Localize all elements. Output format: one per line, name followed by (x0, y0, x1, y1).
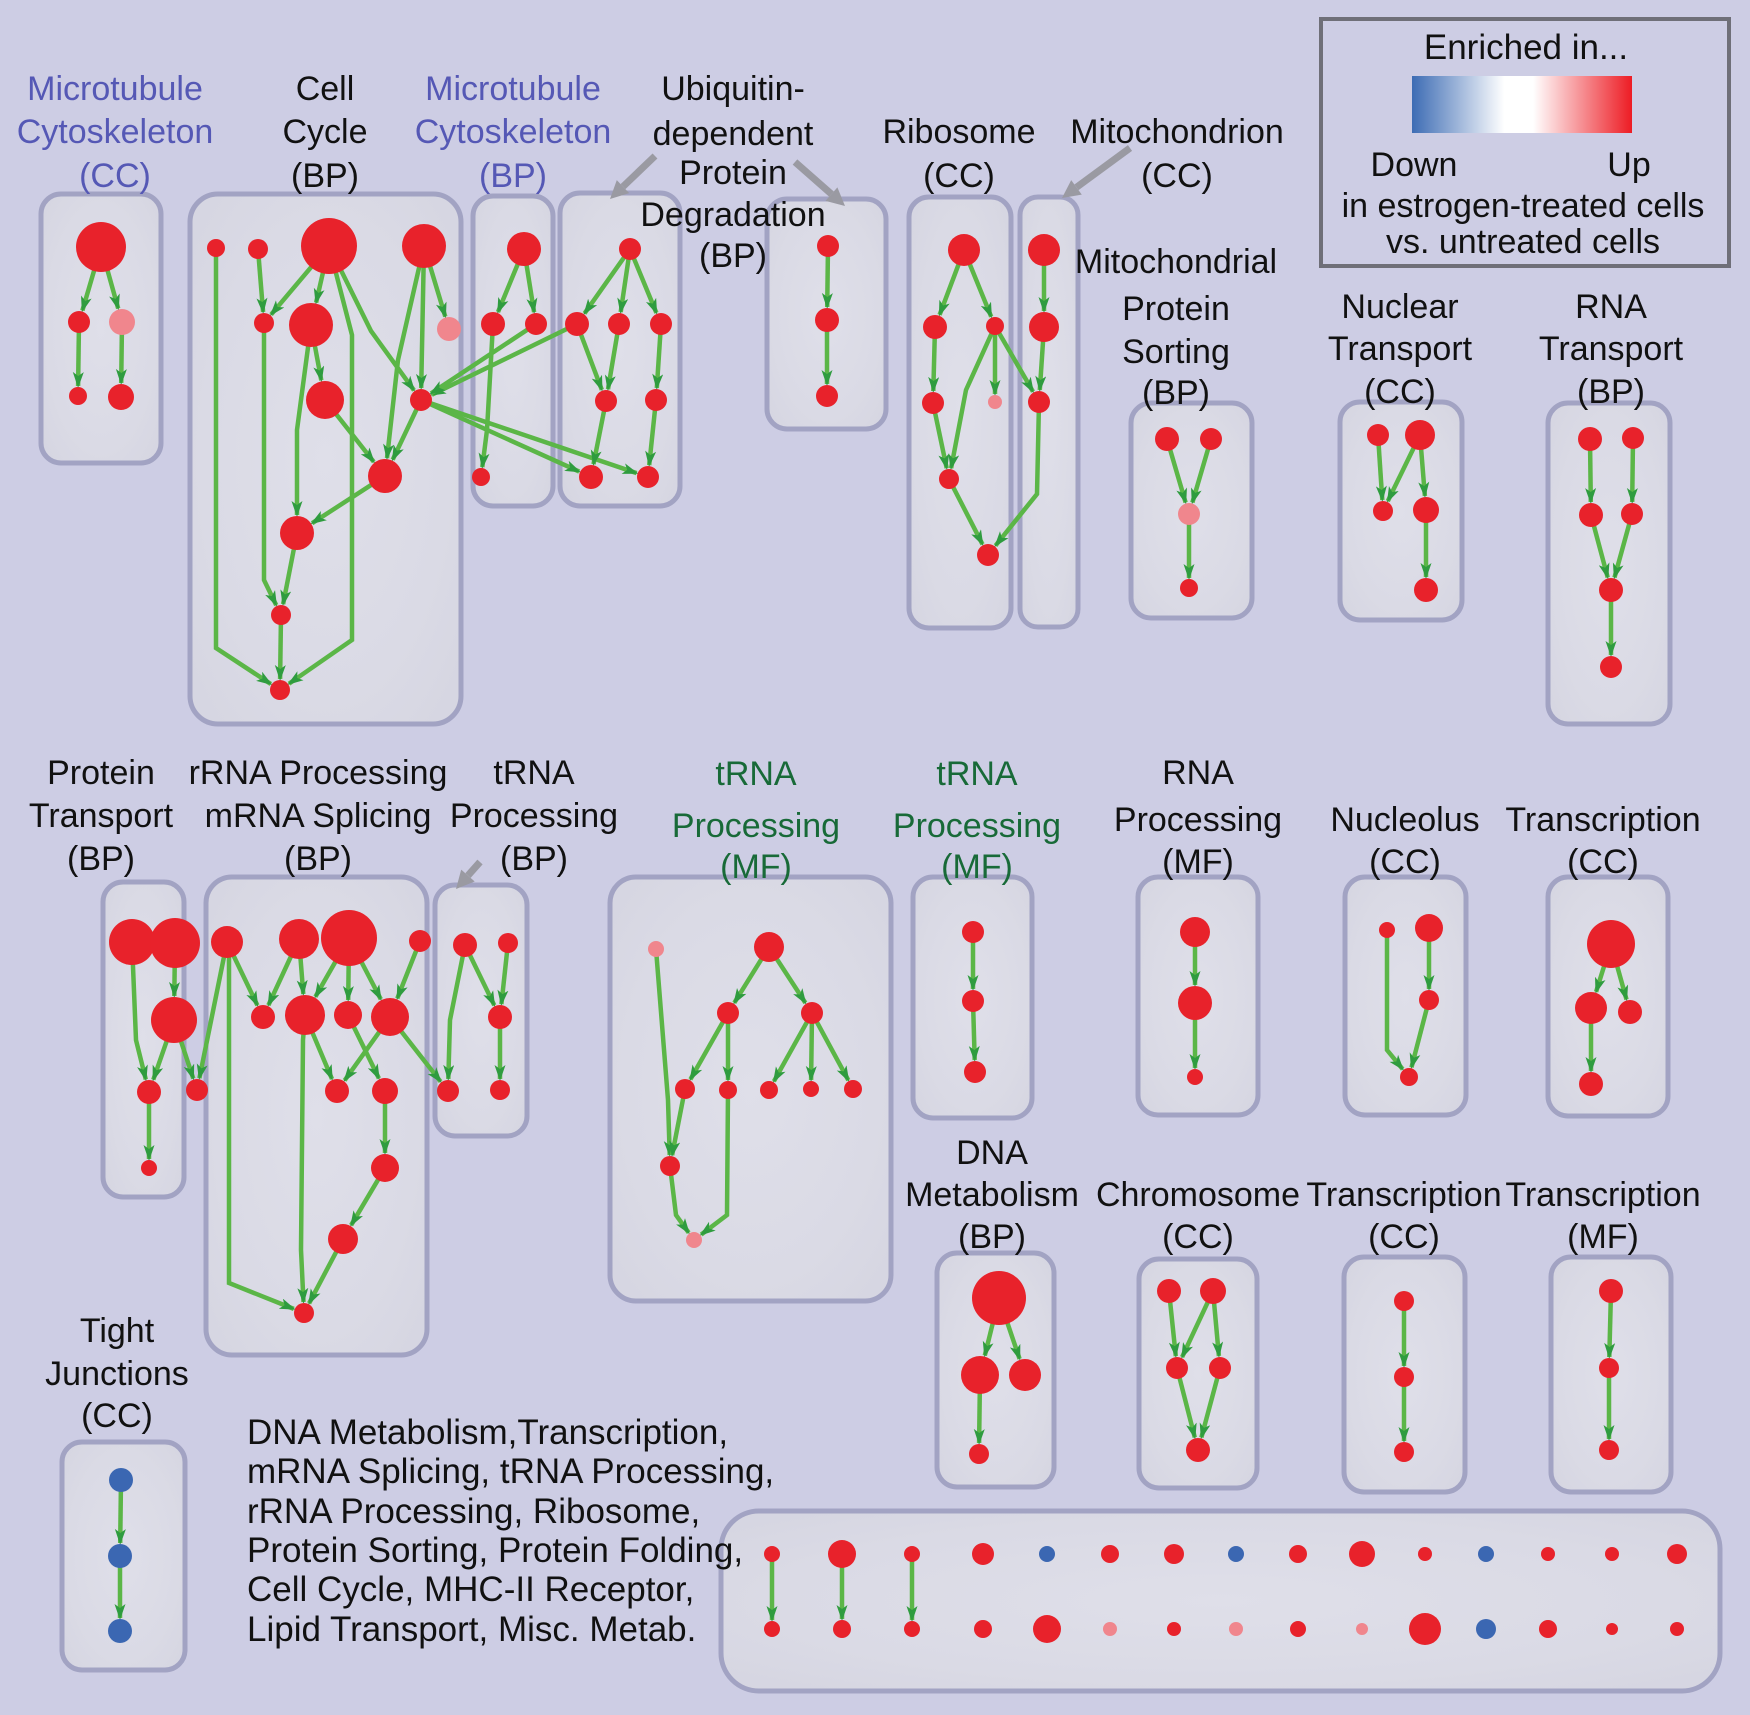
svg-text:Cycle: Cycle (282, 113, 367, 151)
svg-text:Microtubule: Microtubule (27, 70, 203, 108)
svg-text:(BP): (BP) (291, 157, 359, 195)
svg-text:Cell Cycle, MHC-II Receptor,: Cell Cycle, MHC-II Receptor, (247, 1570, 694, 1609)
svg-text:(BP): (BP) (958, 1218, 1026, 1256)
svg-text:(MF): (MF) (941, 848, 1013, 886)
svg-text:Transcription: Transcription (1306, 1176, 1501, 1214)
svg-text:(CC): (CC) (1162, 1218, 1234, 1256)
svg-text:Processing: Processing (893, 807, 1061, 845)
svg-text:Enriched in...: Enriched in... (1424, 28, 1628, 67)
svg-text:Mitochondrial: Mitochondrial (1075, 243, 1277, 281)
svg-text:Transport: Transport (29, 797, 174, 835)
svg-text:(CC): (CC) (81, 1397, 153, 1435)
svg-text:Down: Down (1371, 146, 1458, 184)
svg-text:Protein: Protein (679, 154, 787, 192)
svg-text:Up: Up (1607, 146, 1650, 184)
svg-text:Nucleolus: Nucleolus (1330, 801, 1479, 839)
svg-text:Processing: Processing (672, 807, 840, 845)
svg-text:Chromosome: Chromosome (1096, 1176, 1300, 1214)
svg-text:Nuclear: Nuclear (1341, 288, 1458, 326)
svg-text:mRNA Splicing: mRNA Splicing (205, 797, 432, 835)
svg-text:(CC): (CC) (1368, 1218, 1440, 1256)
svg-text:vs. untreated cells: vs. untreated cells (1386, 223, 1660, 261)
svg-text:(CC): (CC) (1369, 843, 1441, 881)
svg-text:Junctions: Junctions (45, 1355, 189, 1393)
svg-text:Metabolism: Metabolism (905, 1176, 1079, 1214)
svg-text:Cytoskeleton: Cytoskeleton (415, 113, 612, 151)
svg-text:(CC): (CC) (1141, 157, 1213, 195)
svg-text:Microtubule: Microtubule (425, 70, 601, 108)
svg-text:(BP): (BP) (1577, 373, 1645, 411)
svg-text:(CC): (CC) (79, 157, 151, 195)
svg-text:(BP): (BP) (1142, 374, 1210, 412)
svg-text:Sorting: Sorting (1122, 333, 1230, 371)
svg-text:(MF): (MF) (1567, 1218, 1639, 1256)
svg-text:in estrogen-treated cells: in estrogen-treated cells (1342, 187, 1705, 225)
svg-text:rRNA Processing, Ribosome,: rRNA Processing, Ribosome, (247, 1492, 700, 1531)
svg-text:Protein: Protein (1122, 290, 1230, 328)
svg-text:tRNA: tRNA (715, 755, 797, 793)
svg-text:(BP): (BP) (284, 840, 352, 878)
svg-text:Lipid Transport, Misc. Metab.: Lipid Transport, Misc. Metab. (247, 1610, 696, 1649)
svg-text:Ubiquitin-: Ubiquitin- (661, 70, 805, 108)
svg-text:(BP): (BP) (67, 840, 135, 878)
svg-text:(CC): (CC) (1364, 373, 1436, 411)
svg-text:Transport: Transport (1328, 330, 1473, 368)
svg-text:Tight: Tight (80, 1312, 155, 1350)
svg-text:DNA: DNA (956, 1134, 1028, 1172)
svg-text:Ribosome: Ribosome (882, 113, 1035, 151)
svg-text:(MF): (MF) (720, 848, 792, 886)
svg-text:(CC): (CC) (923, 157, 995, 195)
svg-text:Processing: Processing (1114, 801, 1282, 839)
svg-text:Transport: Transport (1539, 330, 1684, 368)
svg-text:Protein Sorting, Protein Foldi: Protein Sorting, Protein Folding, (247, 1531, 743, 1570)
svg-text:RNA: RNA (1575, 288, 1647, 326)
svg-text:tRNA: tRNA (936, 755, 1018, 793)
svg-text:dependent: dependent (653, 115, 814, 153)
svg-text:Protein: Protein (47, 754, 155, 792)
svg-text:tRNA: tRNA (493, 754, 575, 792)
svg-text:Mitochondrion: Mitochondrion (1070, 113, 1284, 151)
svg-text:Transcription: Transcription (1505, 801, 1700, 839)
svg-text:(MF): (MF) (1162, 843, 1234, 881)
svg-text:rRNA Processing: rRNA Processing (189, 754, 448, 792)
svg-text:(CC): (CC) (1567, 843, 1639, 881)
svg-text:(BP): (BP) (500, 840, 568, 878)
svg-text:Processing: Processing (450, 797, 618, 835)
svg-text:(BP): (BP) (699, 237, 767, 275)
svg-text:Cell: Cell (296, 70, 355, 108)
svg-text:Degradation: Degradation (640, 196, 825, 234)
svg-text:Cytoskeleton: Cytoskeleton (17, 113, 214, 151)
svg-text:mRNA Splicing, tRNA Processing: mRNA Splicing, tRNA Processing, (247, 1452, 774, 1491)
svg-text:RNA: RNA (1162, 754, 1234, 792)
svg-text:DNA Metabolism,Transcription,: DNA Metabolism,Transcription, (247, 1413, 728, 1452)
svg-text:Transcription: Transcription (1505, 1176, 1700, 1214)
svg-text:(BP): (BP) (479, 157, 547, 195)
